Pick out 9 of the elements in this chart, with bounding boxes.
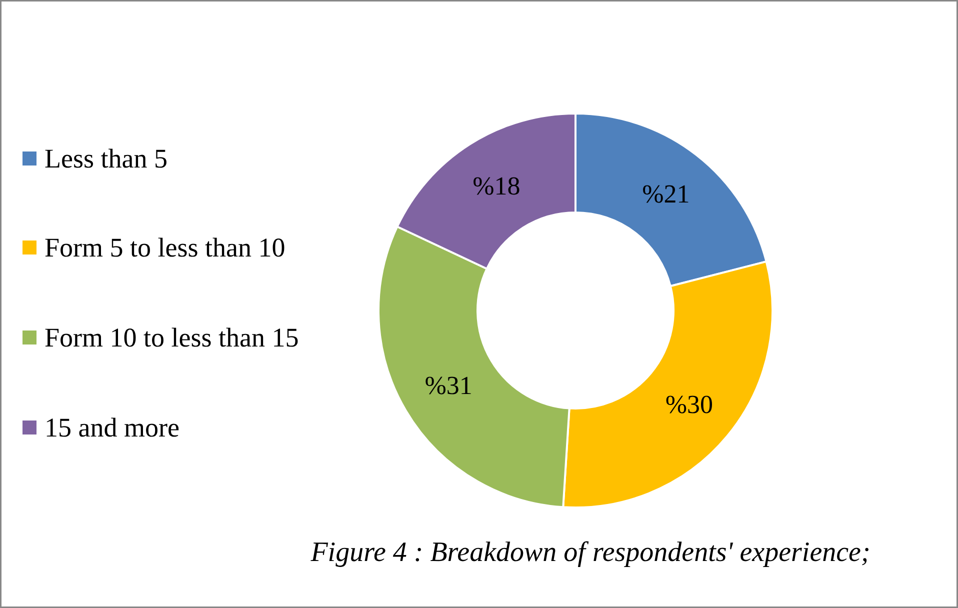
data-label: %18 <box>472 171 520 200</box>
data-label: %21 <box>642 179 690 208</box>
legend-label: 15 and more <box>44 412 180 442</box>
text: Figure 4 : Breakdown of respondents' experience; <box>310 537 870 568</box>
legend-label: Form 5 to less than 10 <box>44 232 286 262</box>
data-label: %31 <box>424 371 472 400</box>
legend-label: Less than 5 <box>44 144 168 174</box>
data-label: %30 <box>665 390 713 420</box>
legend-label: Form 10 to less than 15 <box>44 322 299 352</box>
